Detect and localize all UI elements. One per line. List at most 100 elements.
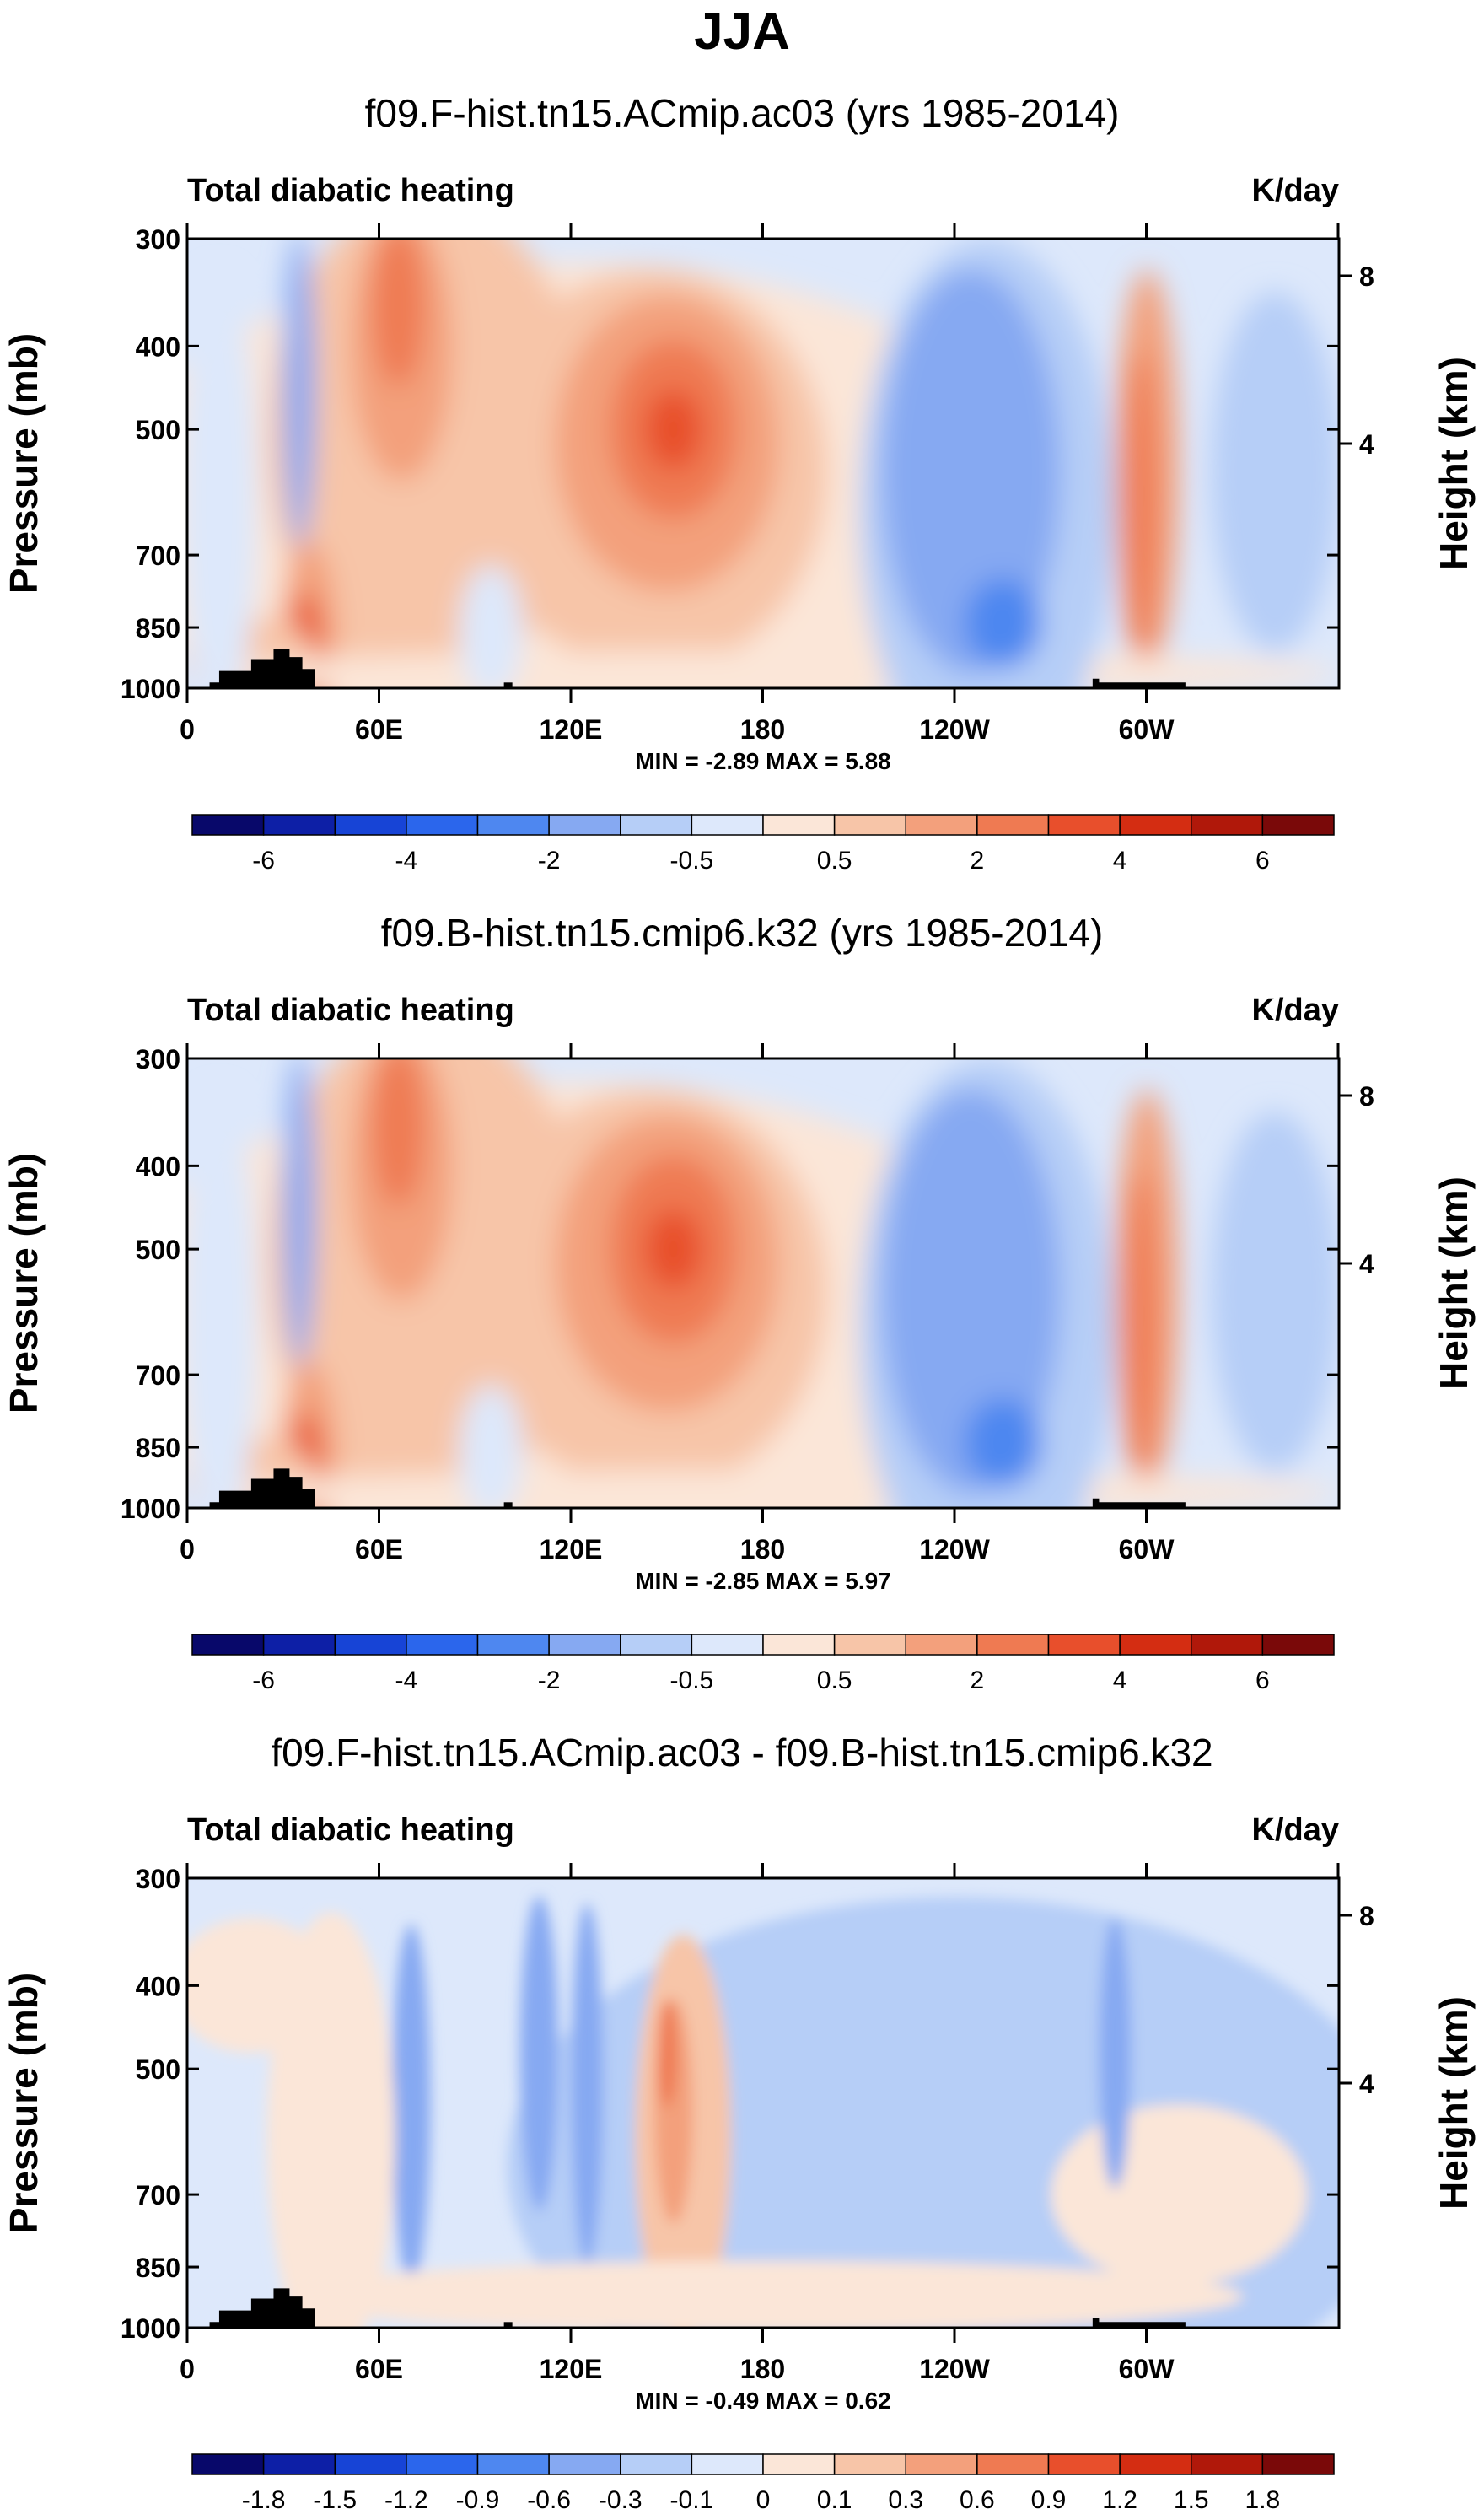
colorbar-label: 6: [1255, 1666, 1270, 1694]
figure-title: JJA: [694, 3, 790, 61]
y-axis-title: Pressure (mb): [2, 1153, 46, 1413]
colorbar-label: -4: [395, 847, 418, 875]
colorbar-label: 0.3: [888, 2486, 923, 2509]
panel-title: f09.B-hist.tn15.cmip6.k32 (yrs 1985-2014…: [381, 911, 1104, 955]
topography-africa: [209, 649, 315, 688]
colorbar-label: -6: [252, 1666, 275, 1694]
colorbar-label: 0.6: [960, 2486, 995, 2509]
colorbar-swatch: [1047, 2453, 1121, 2475]
colorbar-swatch: [406, 1634, 479, 1656]
y-tick-label: 500: [136, 415, 180, 445]
x-tick-label: 120W: [919, 714, 990, 745]
colorbar-swatch: [262, 814, 336, 836]
colorbar-swatch: [1261, 2453, 1335, 2475]
colorbar-label: 2: [971, 847, 985, 875]
y-tick-label: 1000: [121, 2313, 180, 2344]
colorbar-swatch: [191, 1634, 265, 1656]
colorbar-swatch: [406, 2453, 479, 2475]
colorbar-swatch: [406, 814, 479, 836]
field-region: [1099, 1919, 1132, 2189]
topography-south-america: [1092, 1498, 1186, 1508]
colorbar-swatch: [833, 1634, 906, 1656]
colorbar-swatch: [1261, 814, 1335, 836]
field-region: [965, 578, 1042, 669]
colorbar-swatch: [976, 814, 1050, 836]
x-tick-label: 180: [740, 1534, 785, 1564]
x-tick-label: 0: [180, 714, 195, 745]
field-region: [459, 564, 524, 688]
colorbar-swatch: [905, 814, 978, 836]
x-tick-label: 120E: [540, 714, 603, 745]
x-tick-label: 180: [740, 714, 785, 745]
colorbar-label: 1.5: [1174, 2486, 1209, 2509]
panel-title: f09.F-hist.tn15.ACmip.ac03 - f09.B-hist.…: [271, 1731, 1212, 1774]
colorbar-swatch: [1191, 1634, 1264, 1656]
topography-island: [503, 682, 513, 688]
x-tick-label: 0: [180, 1534, 195, 1564]
x-tick-label: 60W: [1119, 1534, 1175, 1564]
plot-field: [187, 1058, 1339, 1508]
x-tick-label: 60E: [355, 1534, 403, 1564]
y-right-tick-label: 4: [1359, 429, 1374, 460]
topography-south-america: [1092, 2318, 1186, 2328]
colorbar-label: 6: [1255, 847, 1270, 875]
colorbar-label: -1.2: [384, 2486, 428, 2509]
field-region: [187, 1918, 331, 2054]
y-axis-right-title: Height (km): [1432, 1996, 1476, 2210]
y-axis-right-title: Height (km): [1432, 1176, 1476, 1390]
colorbar-label: -0.9: [456, 2486, 500, 2509]
field-region: [1211, 1112, 1339, 1472]
colorbar-swatch: [620, 2453, 693, 2475]
min-max-text: MIN = -2.89 MAX = 5.88: [635, 748, 890, 774]
colorbar-swatch: [262, 2453, 336, 2475]
y-tick-label: 400: [136, 1151, 180, 1182]
field-region: [1211, 292, 1339, 652]
field-region: [282, 1058, 315, 1367]
y-tick-label: 850: [136, 2253, 180, 2283]
colorbar-swatch: [191, 814, 265, 836]
field-blobs: [187, 1058, 1339, 1508]
y-right-tick-label: 4: [1359, 2069, 1374, 2099]
colorbar-swatch: [691, 1634, 764, 1656]
colorbar-swatch: [476, 1634, 550, 1656]
y-tick-label: 850: [136, 613, 180, 643]
colorbar-swatch: [620, 814, 693, 836]
field-region: [571, 1903, 604, 2264]
colorbar-swatch: [262, 1634, 336, 1656]
y-tick-label: 700: [136, 1360, 180, 1391]
chart-panel-3: f09.F-hist.tn15.ACmip.ac03 - f09.B-hist.…: [2, 1731, 1476, 2509]
colorbar-swatch: [691, 814, 764, 836]
y-axis-title: Pressure (mb): [2, 1973, 46, 2233]
colorbar-swatch: [1047, 1634, 1121, 1656]
field-blobs: [187, 1896, 1339, 2328]
colorbar-label: 0.9: [1031, 2486, 1067, 2509]
colorbar-swatch: [1119, 1634, 1192, 1656]
x-tick-label: 180: [740, 2354, 785, 2384]
y-axis-right-title: Height (km): [1432, 357, 1476, 570]
field-region: [644, 389, 702, 471]
colorbar-label: -4: [395, 1666, 418, 1694]
topography-africa: [209, 1468, 315, 1508]
x-tick-label: 120W: [919, 2354, 990, 2384]
min-max-text: MIN = -2.85 MAX = 5.97: [635, 1568, 890, 1594]
colorbar-label: 0.1: [817, 2486, 852, 2509]
panel-left-label: Total diabatic heating: [187, 993, 514, 1028]
field-region: [965, 1397, 1042, 1489]
y-tick-label: 1000: [121, 674, 180, 704]
colorbar-swatch: [976, 1634, 1050, 1656]
x-tick-label: 120E: [540, 2354, 603, 2384]
colorbar-label: -2: [538, 1666, 561, 1694]
y-axis-title: Pressure (mb): [2, 333, 46, 594]
colorbar-swatch: [548, 2453, 621, 2475]
y-tick-label: 700: [136, 541, 180, 571]
y-right-tick-label: 8: [1359, 1081, 1374, 1112]
field-region: [657, 2000, 677, 2108]
colorbar: -1.8 -1.5 -1.2 -0.9 -0.6 -0.3 -0.1 0 0.1 0.3 0.6 0.…: [191, 2453, 1335, 2509]
field-region: [282, 239, 315, 547]
field-region: [881, 269, 1061, 675]
topography-south-america: [1092, 678, 1186, 688]
colorbar-swatch: [191, 2453, 265, 2475]
colorbar-swatch: [1119, 2453, 1192, 2475]
y-right-tick-label: 8: [1359, 261, 1374, 292]
